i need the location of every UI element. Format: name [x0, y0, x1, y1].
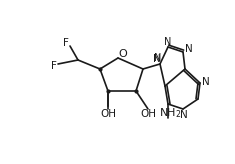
Text: NH$_2$: NH$_2$ — [159, 106, 181, 120]
Text: N: N — [153, 54, 161, 64]
Text: N: N — [202, 77, 210, 87]
Text: F: F — [63, 38, 69, 48]
Text: N: N — [154, 53, 162, 63]
Text: OH: OH — [100, 109, 116, 119]
Text: F: F — [51, 61, 57, 71]
Text: OH: OH — [140, 109, 156, 119]
Text: O: O — [119, 49, 127, 59]
Text: N: N — [164, 37, 172, 47]
Text: N: N — [180, 110, 188, 120]
Text: N: N — [185, 44, 193, 54]
